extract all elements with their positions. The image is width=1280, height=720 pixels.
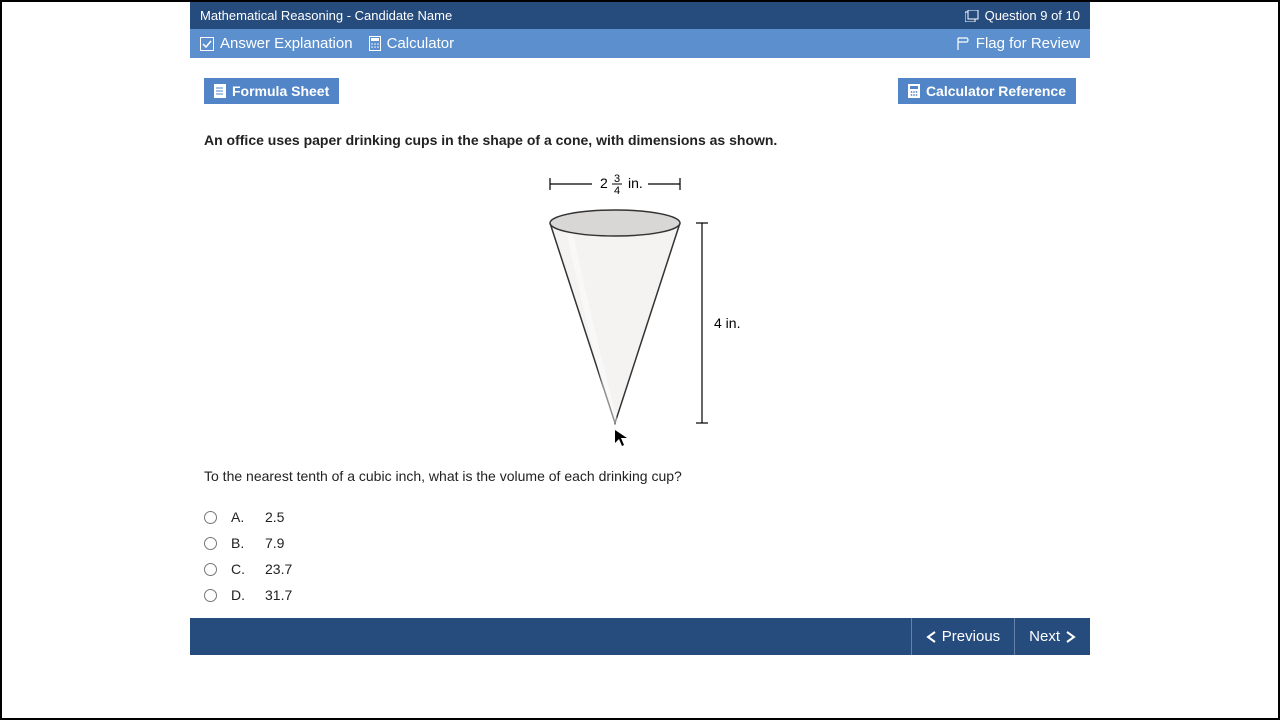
calculator-button[interactable]: Calculator [369,35,455,52]
option-a[interactable]: A. 2.5 [204,504,1076,530]
width-frac-num: 3 [614,173,620,185]
radio-a[interactable] [204,511,217,524]
cursor-icon [615,430,627,446]
toolbar: Answer Explanation Calculator Flag for R… [190,29,1090,58]
header-bar: Mathematical Reasoning - Candidate Name … [190,2,1090,29]
question-intro: An office uses paper drinking cups in th… [204,132,1076,148]
app-container: Mathematical Reasoning - Candidate Name … [190,2,1090,655]
checkbox-icon [200,37,214,51]
flag-icon [956,37,970,51]
cone-figure: 2 3 4 in. 4 in. [510,168,770,448]
page-title: Mathematical Reasoning - Candidate Name [200,8,452,23]
cone-top [550,210,680,236]
height-label: 4 in. [714,315,740,331]
radio-b[interactable] [204,537,217,550]
formula-sheet-button[interactable]: Formula Sheet [204,78,339,104]
arrow-left-icon [926,631,936,643]
content-area: Formula Sheet Calculator Reference An of… [190,58,1090,618]
next-button[interactable]: Next [1014,618,1090,655]
flag-review-button[interactable]: Flag for Review [956,35,1080,52]
radio-c[interactable] [204,563,217,576]
answer-explanation-button[interactable]: Answer Explanation [200,35,353,52]
figure-area: 2 3 4 in. 4 in. [204,168,1076,448]
width-frac-den: 4 [614,185,620,197]
sheet-icon [214,84,226,98]
calculator-reference-button[interactable]: Calculator Reference [898,78,1076,104]
radio-d[interactable] [204,589,217,602]
calculator-icon [369,36,381,51]
arrow-right-icon [1066,631,1076,643]
question-prompt: To the nearest tenth of a cubic inch, wh… [204,468,1076,484]
options-list: A. 2.5 B. 7.9 C. 23.7 D. 31.7 [204,504,1076,608]
question-counter: Question 9 of 10 [965,8,1080,23]
option-b[interactable]: B. 7.9 [204,530,1076,556]
width-unit: in. [628,175,643,191]
cone-body [550,223,680,423]
pages-icon [965,10,979,22]
option-d[interactable]: D. 31.7 [204,582,1076,608]
previous-button[interactable]: Previous [911,618,1014,655]
option-c[interactable]: C. 23.7 [204,556,1076,582]
footer-bar: Previous Next [190,618,1090,655]
calc-ref-icon [908,84,920,98]
width-whole-text: 2 [600,175,608,191]
